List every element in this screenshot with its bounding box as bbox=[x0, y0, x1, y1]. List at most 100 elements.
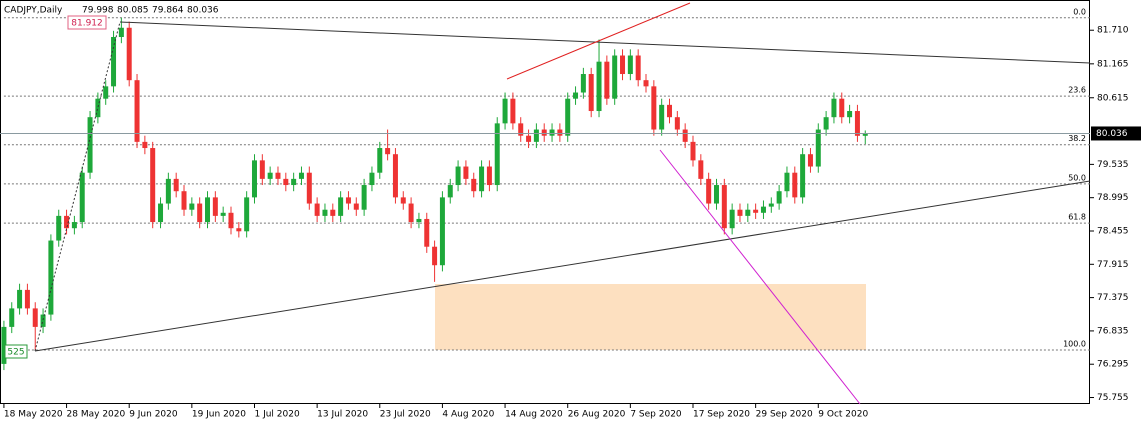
candle-body bbox=[518, 123, 524, 136]
candle-body bbox=[659, 104, 665, 130]
candle-body bbox=[345, 197, 351, 204]
candle-body bbox=[682, 129, 688, 142]
candle-body bbox=[533, 129, 539, 142]
candle-body bbox=[17, 289, 23, 309]
candle-body bbox=[408, 203, 414, 223]
candle-body bbox=[612, 55, 618, 99]
candle-body bbox=[259, 160, 265, 179]
candle-body bbox=[557, 129, 563, 136]
price-box bbox=[1091, 126, 1141, 141]
candle-body bbox=[251, 160, 257, 198]
candle-body bbox=[745, 209, 751, 216]
candle-body bbox=[48, 240, 54, 315]
candle-body bbox=[839, 98, 845, 118]
candle-body bbox=[792, 172, 798, 198]
candle-body bbox=[737, 209, 743, 216]
candle-body bbox=[526, 135, 532, 142]
ohlc-open: 79.998 bbox=[82, 6, 114, 16]
candle-body bbox=[807, 154, 813, 167]
trendline-magenta bbox=[659, 149, 861, 405]
candle-body bbox=[181, 191, 187, 210]
plot-border bbox=[0, 0, 1090, 404]
candle-body bbox=[760, 206, 766, 213]
candle-body bbox=[479, 166, 485, 192]
candle-body bbox=[228, 212, 234, 229]
fib-label: 100.0 bbox=[1063, 340, 1086, 349]
candle-body bbox=[103, 86, 109, 99]
x-tick-label: 29 Sep 2020 bbox=[756, 410, 813, 420]
candle-body bbox=[831, 98, 837, 118]
candle-body bbox=[847, 111, 853, 118]
x-tick-label: 1 Jul 2020 bbox=[254, 410, 299, 420]
fib-label: 61.8 bbox=[1068, 213, 1086, 222]
candle-body bbox=[635, 55, 641, 81]
candle-body bbox=[400, 197, 406, 204]
candle-body bbox=[854, 111, 860, 136]
candle-body bbox=[627, 55, 633, 75]
candle-body bbox=[667, 104, 673, 118]
y-tick-label: 81.710 bbox=[1097, 26, 1129, 36]
candle-body bbox=[447, 185, 453, 198]
low-label: 525 bbox=[7, 348, 24, 358]
y-tick-label: 77.375 bbox=[1097, 293, 1129, 303]
candle-body bbox=[142, 141, 148, 149]
candle-body bbox=[502, 98, 508, 124]
candle-body bbox=[353, 203, 359, 210]
fib-label: 23.6 bbox=[1068, 86, 1086, 95]
candle-body bbox=[815, 129, 821, 167]
fib-baseline bbox=[34, 21, 121, 352]
candle-body bbox=[64, 215, 70, 229]
candle-body bbox=[87, 117, 93, 173]
candle-body bbox=[220, 212, 226, 216]
candle-body bbox=[698, 160, 704, 179]
y-tick-label: 76.295 bbox=[1097, 360, 1129, 370]
candle-body bbox=[283, 178, 289, 186]
low-label-box bbox=[4, 344, 28, 359]
high-label: 81.912 bbox=[71, 19, 103, 29]
ohlc-close: 80.036 bbox=[187, 6, 219, 16]
high-label-box bbox=[67, 15, 107, 30]
candle-body bbox=[377, 148, 383, 173]
candle-body bbox=[369, 172, 375, 186]
candle-body bbox=[9, 308, 15, 327]
candle-body bbox=[439, 197, 445, 266]
candle-body bbox=[150, 148, 156, 223]
fib-label: 50.0 bbox=[1068, 173, 1086, 182]
candle-body bbox=[713, 185, 719, 204]
candle-body bbox=[424, 218, 430, 247]
candle-body bbox=[471, 178, 477, 192]
candle-body bbox=[244, 197, 250, 232]
candle-body bbox=[56, 215, 62, 241]
candle-body bbox=[784, 172, 790, 192]
y-tick-label: 81.165 bbox=[1097, 59, 1129, 69]
candle-body bbox=[1, 326, 7, 364]
x-tick-label: 4 Aug 2020 bbox=[442, 410, 494, 420]
x-tick-label: 9 Jun 2020 bbox=[129, 410, 178, 420]
y-tick-label: 80.615 bbox=[1097, 93, 1129, 103]
x-tick-label: 23 Jul 2020 bbox=[380, 410, 431, 420]
candle-body bbox=[510, 98, 516, 124]
candle-body bbox=[800, 154, 806, 198]
trendline-upper bbox=[119, 21, 1091, 64]
candle-body bbox=[118, 27, 124, 38]
candle-body bbox=[580, 74, 586, 93]
candle-body bbox=[588, 74, 594, 112]
candle-body bbox=[79, 172, 85, 223]
candle-body bbox=[862, 133, 868, 136]
candle-body bbox=[361, 185, 367, 210]
candle-body bbox=[212, 197, 218, 216]
axes: 81.710 81.165 80.615 79.535 78.995 78.455 77.9… bbox=[0, 26, 1141, 420]
candle-body bbox=[463, 166, 469, 179]
candle-body bbox=[165, 178, 171, 204]
trendline-lower bbox=[34, 180, 1091, 352]
candle-body bbox=[291, 178, 297, 186]
candle-body bbox=[596, 61, 602, 112]
candle-body bbox=[24, 289, 30, 309]
y-tick-label: 76.835 bbox=[1097, 326, 1129, 336]
candle-body bbox=[674, 117, 680, 130]
candle-body bbox=[455, 166, 461, 186]
x-tick-label: 9 Oct 2020 bbox=[818, 410, 868, 420]
candle-body bbox=[486, 166, 492, 186]
candle-body bbox=[134, 80, 140, 142]
